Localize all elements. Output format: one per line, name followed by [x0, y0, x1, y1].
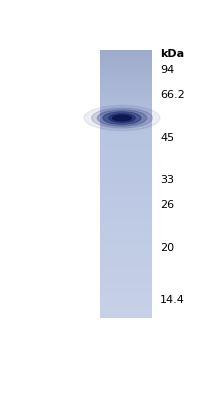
- Text: 20: 20: [160, 243, 174, 253]
- Text: 33: 33: [160, 175, 174, 185]
- Text: 94: 94: [160, 65, 174, 75]
- Text: 14.4: 14.4: [160, 295, 185, 305]
- Text: 66.2: 66.2: [160, 90, 185, 100]
- Ellipse shape: [92, 108, 152, 128]
- Ellipse shape: [109, 113, 135, 123]
- Ellipse shape: [113, 115, 131, 121]
- Ellipse shape: [84, 105, 160, 131]
- Ellipse shape: [97, 110, 147, 126]
- Text: 26: 26: [160, 200, 174, 210]
- Text: 45: 45: [160, 133, 174, 143]
- Text: kDa: kDa: [160, 49, 184, 59]
- Ellipse shape: [113, 115, 131, 121]
- Ellipse shape: [103, 112, 141, 124]
